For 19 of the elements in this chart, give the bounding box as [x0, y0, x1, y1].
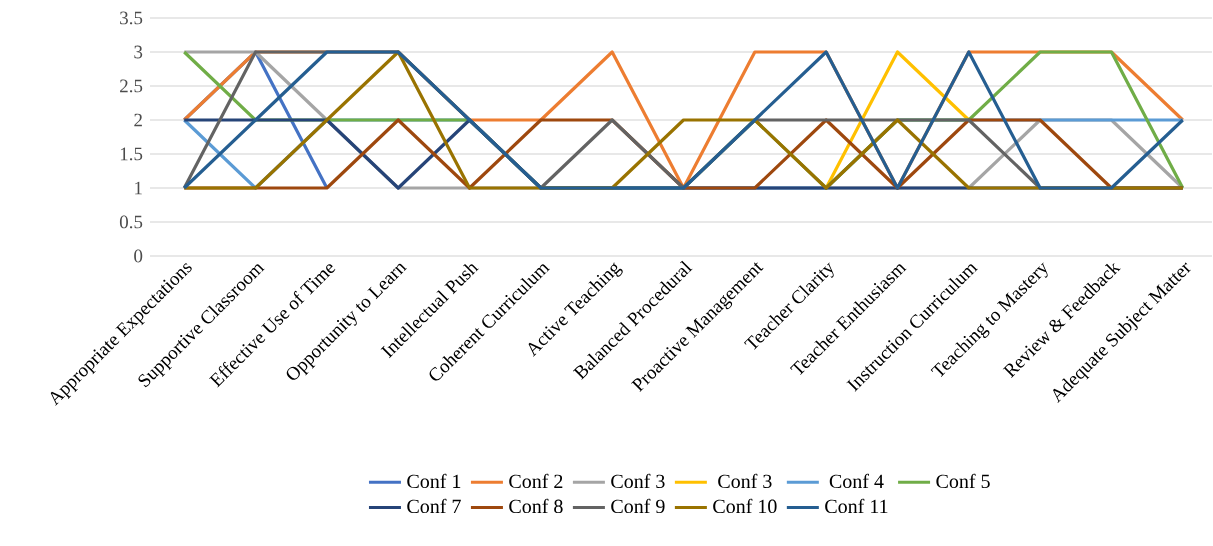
- legend-label: Conf 1: [407, 473, 461, 489]
- legend-label: Conf 3: [718, 473, 772, 489]
- legend-label: Conf 4: [829, 473, 884, 489]
- y-tick-label: 0.5: [119, 215, 143, 229]
- y-tick-label: 3.5: [120, 11, 143, 25]
- legend-label: Conf 3: [611, 473, 665, 489]
- legend-label: Conf 5: [936, 473, 990, 489]
- legend-label: Conf 10: [713, 498, 777, 514]
- legend-label: Conf 11: [825, 498, 888, 514]
- y-tick-label: 1: [135, 181, 142, 195]
- y-tick-label: 0: [134, 249, 143, 263]
- y-tick-label: 2.5: [120, 79, 143, 93]
- legend-label: Conf 2: [509, 473, 563, 489]
- legend-label: Conf 7: [407, 498, 461, 514]
- legend-label: Conf 8: [509, 498, 563, 514]
- y-tick-label: 2: [134, 113, 142, 127]
- y-tick-label: 3: [134, 45, 143, 59]
- legend-label: Conf 9: [611, 498, 665, 514]
- y-tick-label: 1.5: [120, 147, 143, 161]
